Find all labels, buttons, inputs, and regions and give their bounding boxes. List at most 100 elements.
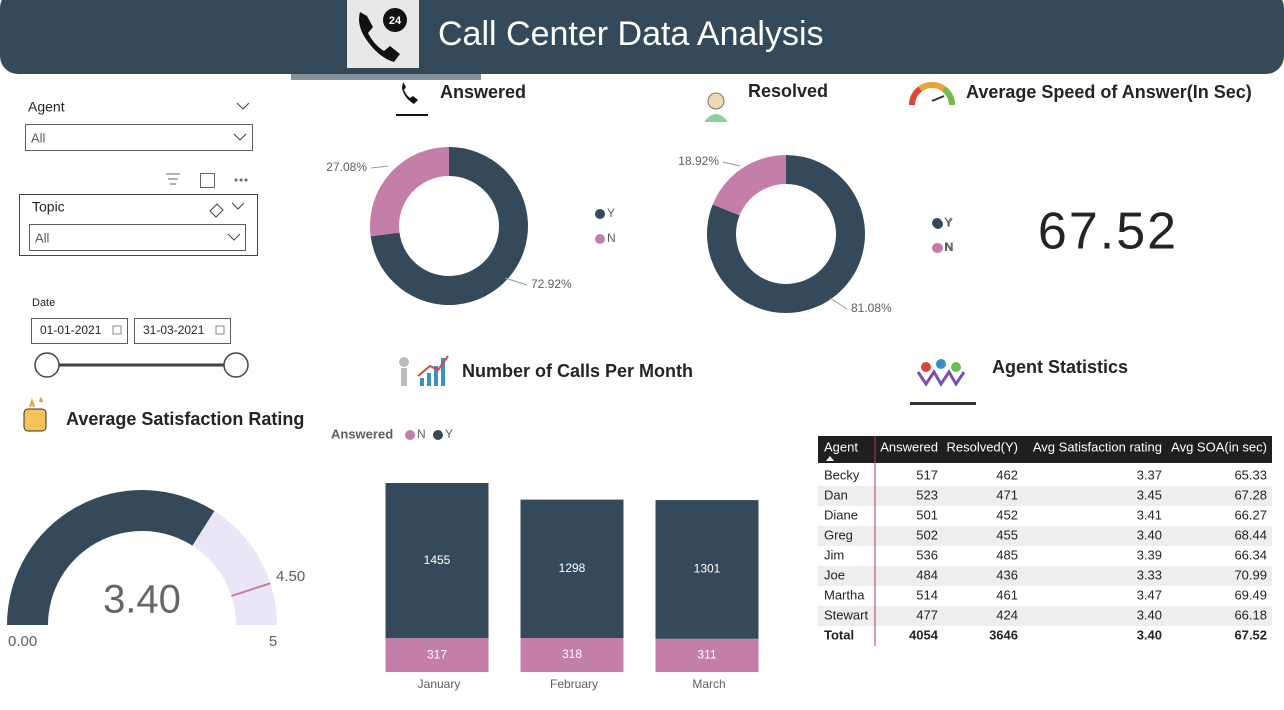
calendar-icon (215, 325, 225, 335)
more-icon[interactable] (234, 178, 248, 182)
bar-label: 318 (562, 647, 582, 661)
topic-dropdown[interactable] (29, 224, 246, 251)
table-cell: 67.52 (1234, 627, 1267, 642)
table-cell: 471 (996, 487, 1018, 502)
bar-segment (655, 500, 759, 639)
satisfaction-title: Average Satisfaction Rating (66, 409, 304, 429)
table-cell: Becky (824, 467, 860, 482)
agent-dropdown[interactable] (25, 124, 253, 151)
focus-icon[interactable] (200, 173, 215, 188)
legend-label: Y (607, 206, 615, 220)
table-cell: 517 (916, 467, 938, 482)
data-label: 81.08% (851, 301, 892, 315)
table-cell: 523 (916, 487, 938, 502)
table-cell: 3.40 (1137, 527, 1162, 542)
donut-slice (706, 155, 865, 313)
filter-icon[interactable] (166, 173, 180, 185)
leader-line (504, 277, 528, 286)
legend-label: N (417, 427, 426, 441)
data-label: 72.92% (531, 277, 572, 291)
table-cell: 3.33 (1137, 567, 1162, 582)
table-cell: 484 (916, 567, 938, 582)
phone-icon-bg (347, 0, 419, 68)
column-header: Avg SOA(in sec) (1171, 439, 1267, 454)
table-cell: Martha (824, 587, 865, 602)
table-cell: 66.27 (1234, 507, 1267, 522)
row-bg (818, 486, 1272, 506)
bar-segment (520, 499, 624, 639)
legend-marker (595, 234, 605, 244)
bar-segment (385, 483, 489, 639)
table-title: Agent Statistics (992, 357, 1128, 377)
clock-icon-text: 24 (389, 15, 402, 27)
resolved-icon (704, 114, 728, 122)
bar-segment (655, 638, 759, 672)
speed-icon (941, 86, 955, 106)
kpi-title: Average Speed of Answer(In Sec) (966, 82, 1252, 102)
agent-label: Agent (28, 99, 65, 115)
table-cell: Total (824, 627, 854, 642)
legend-label: N (944, 240, 953, 254)
table-cell: 462 (996, 467, 1018, 482)
table-cell: 69.49 (1234, 587, 1267, 602)
date-end: 31-03-2021 (143, 323, 205, 337)
table-cell: Dan (824, 487, 848, 502)
table-cell: Diane (824, 507, 858, 522)
legend-label: N (945, 240, 954, 254)
bar-label: 317 (427, 647, 447, 661)
kpi-value: 67.52 (1038, 203, 1178, 261)
table-cell: 65.33 (1234, 467, 1267, 482)
table-cell: 536 (916, 547, 938, 562)
legend-title: Answered (331, 426, 393, 441)
table-cell: 70.99 (1234, 567, 1267, 582)
leader-line (829, 297, 848, 310)
table-cell: Stewart (824, 607, 868, 622)
table-cell: 3.37 (1137, 467, 1162, 482)
table-cell: 436 (996, 567, 1018, 582)
data-label: 18.92% (678, 154, 719, 168)
calendar-icon (112, 325, 122, 335)
legend-label: Y (944, 215, 952, 229)
table-cell: 3.45 (1137, 487, 1162, 502)
speed-icon (931, 95, 945, 102)
bar-segment (385, 638, 489, 672)
legend-marker (433, 430, 443, 440)
chevron (231, 202, 245, 210)
legend-label: Y (445, 427, 453, 441)
table-cell: 3.41 (1137, 507, 1162, 522)
bar-segment (520, 638, 624, 672)
satisfaction-icon (23, 397, 47, 432)
slider-handle[interactable] (223, 352, 249, 378)
donut-slice (712, 155, 786, 216)
chevron (227, 233, 241, 241)
table-cell: 3646 (989, 627, 1018, 642)
legend-label: Y (945, 216, 953, 230)
chevron (236, 102, 250, 110)
table-cell: 455 (996, 527, 1018, 542)
table-cell: 68.44 (1234, 527, 1267, 542)
slider-handle[interactable] (34, 352, 60, 378)
table-cell: 3.40 (1137, 607, 1162, 622)
column-header: Avg Satisfaction rating (1033, 439, 1162, 454)
table-header (818, 436, 1272, 463)
table-cell: 3.39 (1137, 547, 1162, 562)
table-cell: 452 (996, 507, 1018, 522)
table-cell: 461 (996, 587, 1018, 602)
date-start-input[interactable] (31, 318, 128, 344)
gauge-target-label: 4.50 (276, 568, 305, 585)
table-cell: 485 (996, 547, 1018, 562)
table-cell: 424 (996, 607, 1018, 622)
x-tick-label: January (418, 677, 461, 691)
table-cell: 4054 (909, 627, 939, 642)
chevron (233, 133, 247, 141)
legend-marker (595, 209, 605, 219)
gauge-target (231, 582, 271, 597)
eraser-icon[interactable] (209, 203, 224, 218)
row-bg (818, 526, 1272, 546)
gauge-value-label: 3.40 (103, 578, 181, 622)
gauge-value (7, 489, 215, 625)
column-header: Agent (824, 439, 858, 454)
date-end-input[interactable] (134, 318, 231, 344)
